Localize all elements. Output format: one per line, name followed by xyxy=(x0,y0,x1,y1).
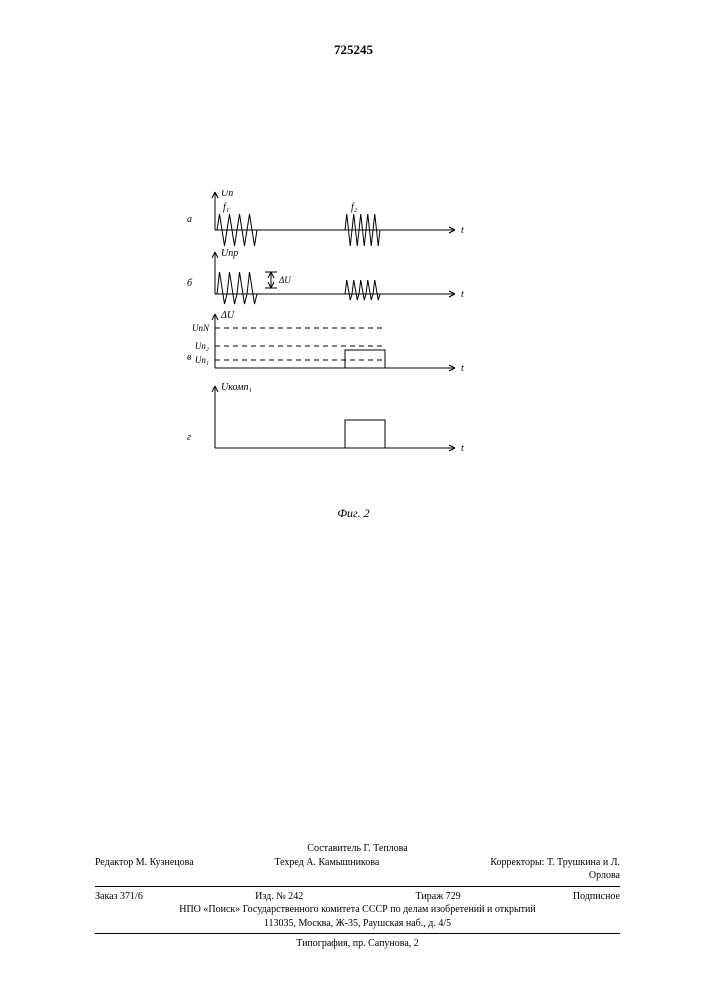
svg-text:б: б xyxy=(187,278,193,289)
footer-block: Составитель Г. Теплова Редактор М. Кузне… xyxy=(95,842,620,951)
svg-text:f₁: f₁ xyxy=(223,202,229,213)
publisher-line2: 113035, Москва, Ж-35, Раушская наб., д. … xyxy=(95,917,620,931)
svg-text:Uп₁: Uп₁ xyxy=(195,355,209,365)
svg-text:ΔU: ΔU xyxy=(278,275,291,285)
tech-editor: Техред А. Камышникова xyxy=(274,856,379,883)
figure-caption: Фиг. 2 xyxy=(0,506,707,521)
subscription: Подписное xyxy=(573,890,620,904)
svg-text:в: в xyxy=(187,352,192,363)
svg-text:Uп: Uп xyxy=(221,190,233,199)
svg-text:Uкомп₁: Uкомп₁ xyxy=(221,382,252,393)
correctors: Корректоры: Т. Трушкина и Л. Орлова xyxy=(460,856,620,883)
svg-text:t: t xyxy=(461,443,464,454)
printer: Типография, пр. Сапунова, 2 xyxy=(95,937,620,951)
svg-text:Uпр: Uпр xyxy=(221,248,238,259)
order: Заказ 371/6 xyxy=(95,890,143,904)
svg-text:Uп₂: Uп₂ xyxy=(195,341,209,351)
svg-text:t: t xyxy=(461,363,464,374)
patent-number: 725245 xyxy=(0,42,707,58)
svg-text:t: t xyxy=(461,225,464,236)
compiler: Составитель Г. Теплова xyxy=(95,842,620,856)
svg-text:г: г xyxy=(187,432,191,443)
svg-text:f₂: f₂ xyxy=(351,202,358,213)
svg-text:t: t xyxy=(461,289,464,300)
edition: Изд. № 242 xyxy=(255,890,303,904)
circulation: Тираж 729 xyxy=(416,890,461,904)
svg-text:ΔU: ΔU xyxy=(220,310,235,321)
svg-text:а: а xyxy=(187,214,192,225)
svg-text:UпN: UпN xyxy=(192,323,210,333)
publisher-line1: НПО «Поиск» Государственного комитета СС… xyxy=(95,903,620,917)
editor: Редактор М. Кузнецова xyxy=(95,856,194,883)
figure-svg: Uп t а f₁ f₂ Uпр t б ΔU ΔU t в UпN Uп₂ Uп₁ Uкомп₁ t г xyxy=(175,190,495,500)
